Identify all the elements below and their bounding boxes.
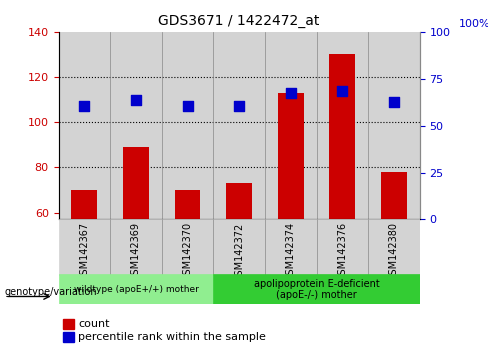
Bar bbox=[71, 190, 97, 219]
Bar bbox=[213, 219, 265, 276]
Point bbox=[287, 90, 295, 96]
Text: apolipoprotein E-deficient
(apoE-/-) mother: apolipoprotein E-deficient (apoE-/-) mot… bbox=[254, 279, 379, 300]
Point bbox=[183, 104, 191, 109]
Text: 100%: 100% bbox=[459, 19, 488, 29]
Bar bbox=[317, 219, 368, 276]
Text: GSM142380: GSM142380 bbox=[389, 222, 399, 281]
Text: GSM142369: GSM142369 bbox=[131, 222, 141, 281]
Point bbox=[235, 104, 243, 109]
Text: wildtype (apoE+/+) mother: wildtype (apoE+/+) mother bbox=[74, 285, 199, 294]
Text: genotype/variation: genotype/variation bbox=[5, 287, 98, 297]
Point bbox=[390, 99, 398, 105]
Text: GSM142376: GSM142376 bbox=[337, 222, 347, 281]
Text: GSM142372: GSM142372 bbox=[234, 222, 244, 281]
Bar bbox=[213, 32, 265, 219]
Bar bbox=[59, 274, 213, 304]
Bar bbox=[59, 32, 110, 219]
Bar bbox=[162, 32, 213, 219]
Bar bbox=[110, 219, 162, 276]
Title: GDS3671 / 1422472_at: GDS3671 / 1422472_at bbox=[159, 14, 320, 28]
Bar bbox=[110, 32, 162, 219]
Bar bbox=[368, 219, 420, 276]
Bar bbox=[123, 147, 149, 219]
Bar bbox=[329, 55, 355, 219]
Bar bbox=[381, 172, 407, 219]
Bar bbox=[59, 219, 110, 276]
Text: percentile rank within the sample: percentile rank within the sample bbox=[78, 332, 266, 342]
Text: count: count bbox=[78, 319, 110, 329]
Text: GSM142367: GSM142367 bbox=[80, 222, 89, 281]
Bar bbox=[368, 32, 420, 219]
Bar bbox=[265, 32, 317, 219]
Point bbox=[338, 88, 346, 93]
Bar bbox=[175, 190, 201, 219]
Bar bbox=[317, 32, 368, 219]
Bar bbox=[278, 93, 304, 219]
Bar bbox=[265, 219, 317, 276]
Text: GSM142370: GSM142370 bbox=[183, 222, 193, 281]
Bar bbox=[226, 183, 252, 219]
Bar bbox=[213, 274, 420, 304]
Text: GSM142374: GSM142374 bbox=[285, 222, 296, 281]
Bar bbox=[162, 219, 213, 276]
Point bbox=[81, 104, 88, 109]
Point bbox=[132, 97, 140, 103]
